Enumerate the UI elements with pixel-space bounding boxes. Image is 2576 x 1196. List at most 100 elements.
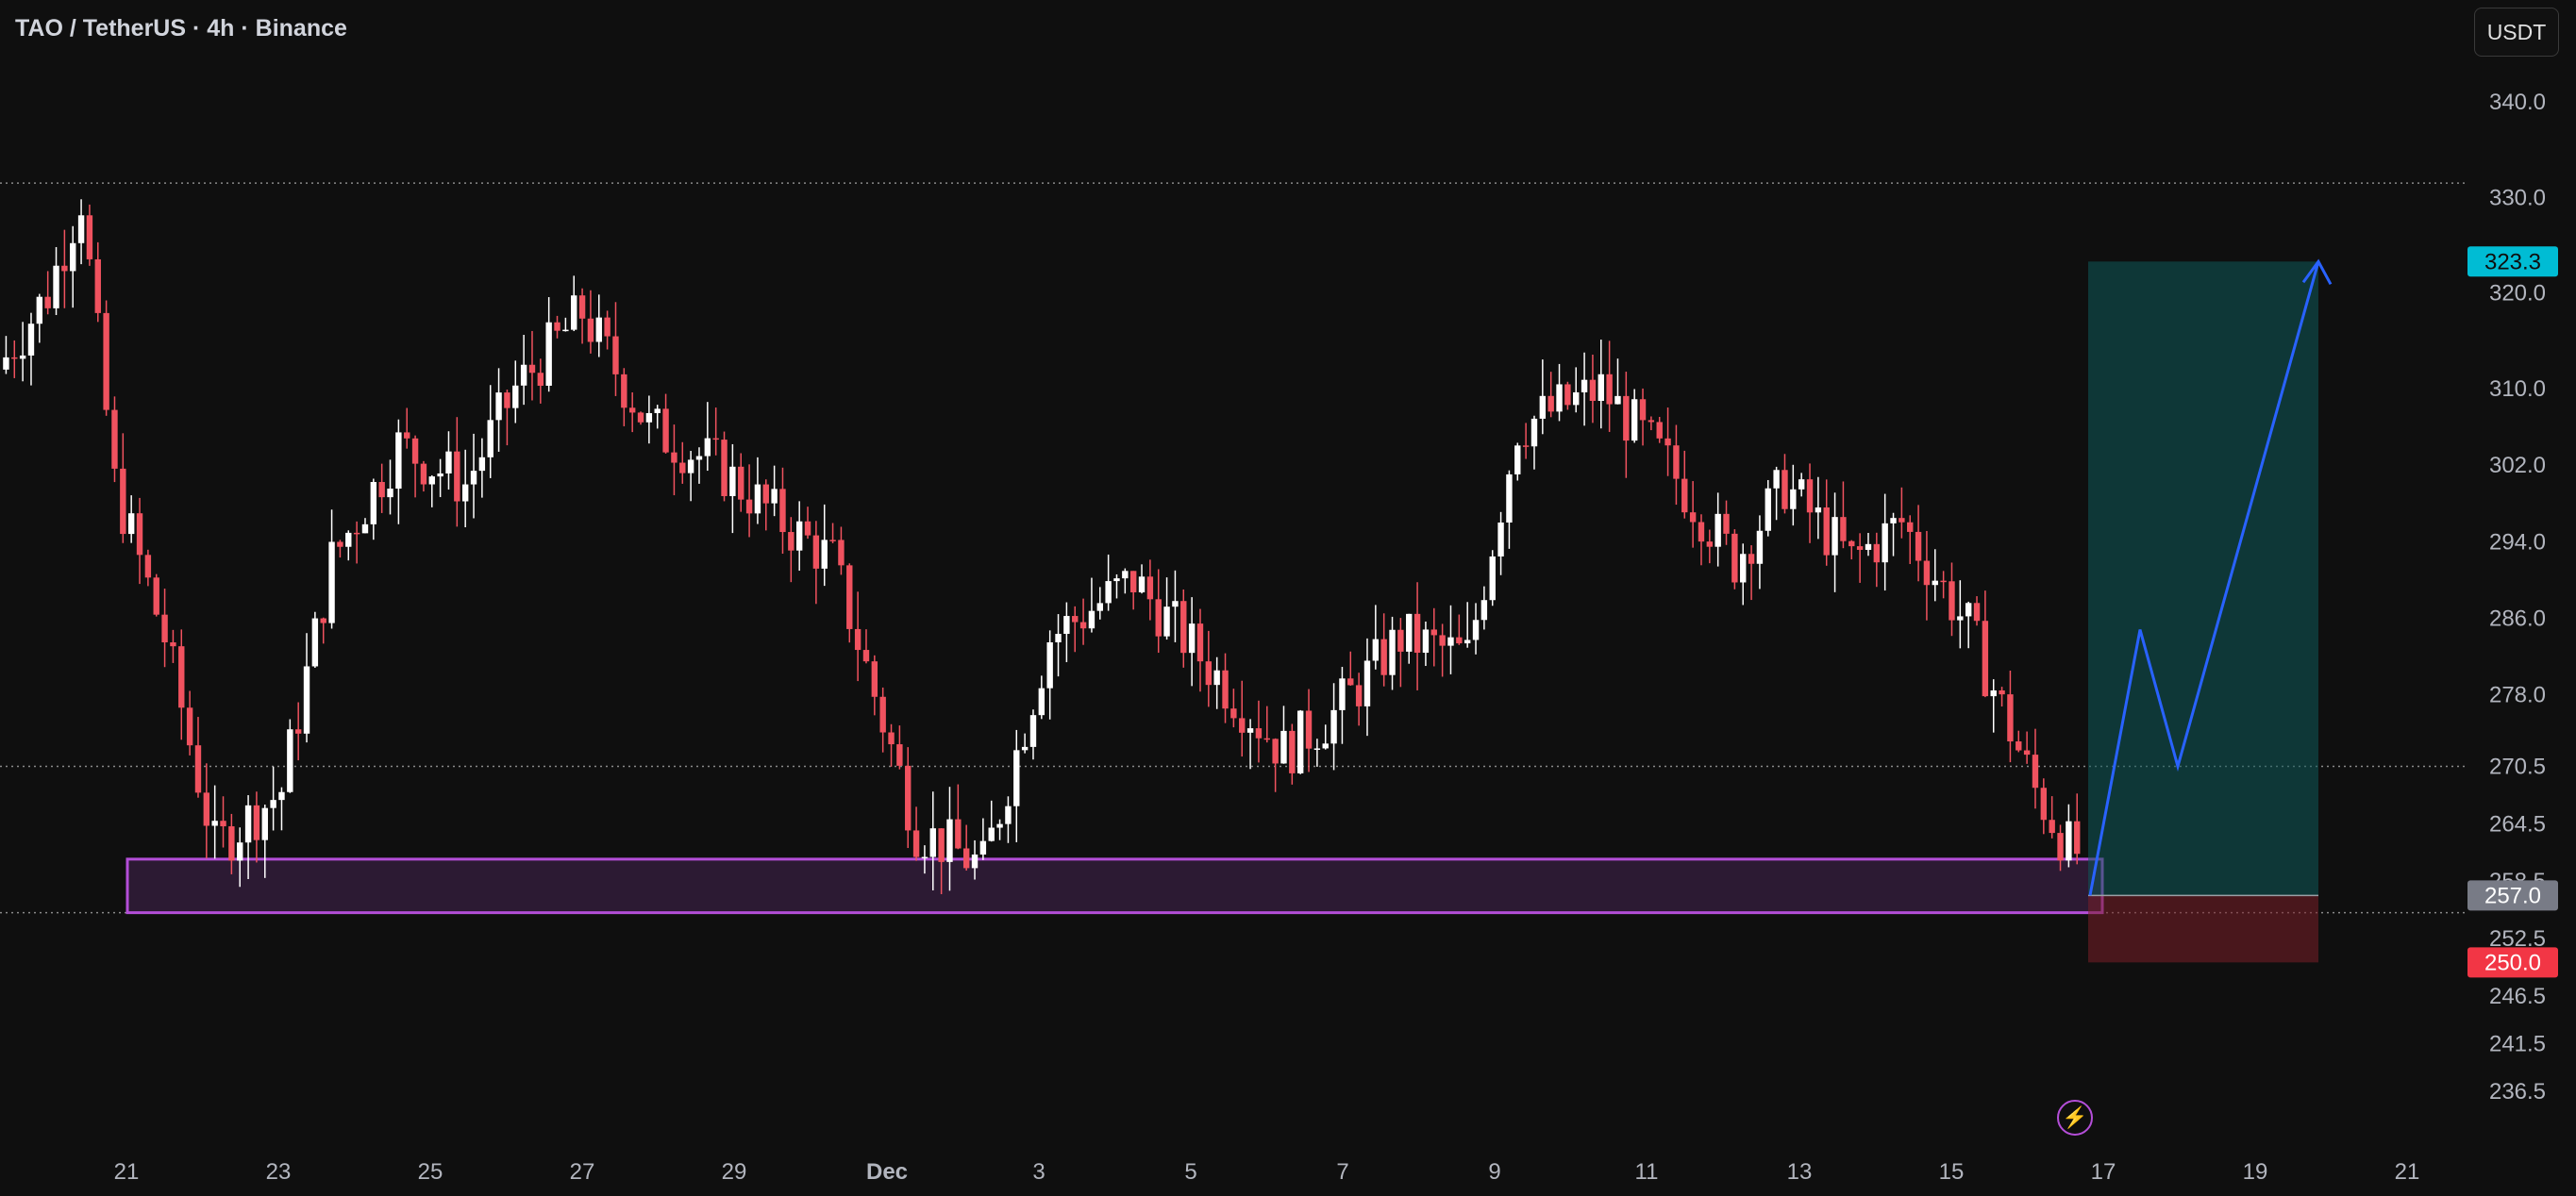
candle-body [1623,395,1630,441]
x-axis-tick-label: 11 [1635,1159,1659,1185]
candle-body [320,618,326,623]
candle-body [1313,748,1321,750]
candle-body [1172,601,1179,607]
candle-body [454,451,460,502]
candle-body [170,642,176,647]
candle-body [1656,422,1663,439]
candle-body [554,322,560,331]
candle-body [888,732,895,745]
candle-body [1397,629,1404,652]
candle-body [2040,788,2048,821]
candle-body [1347,678,1354,686]
candle-body [1380,639,1387,675]
candle-body [478,457,486,472]
y-axis-tick-label: 310.0 [2489,376,2546,402]
candle-body [679,462,686,473]
long-position-loss-zone [2088,895,2318,963]
candle-body [754,484,761,514]
candle-body [1832,517,1838,556]
candle-body [27,324,35,356]
candle-body [821,540,828,569]
candle-body [337,541,343,547]
candle-body [1296,710,1304,773]
candle-body [111,409,118,469]
candle-body [1222,670,1229,709]
candle-body [1255,728,1263,739]
candle-body [1907,522,1914,532]
candle-body [671,452,677,463]
candle-body [996,823,1003,828]
candle-body [1689,512,1697,523]
candle-body [11,357,18,359]
candle-body [3,357,9,370]
x-axis-tick-label: 5 [1184,1159,1196,1185]
candle-body [1873,543,1881,563]
candle-body [1472,620,1480,640]
candle-body [370,482,377,524]
candle-body [1631,399,1638,441]
candle-body [979,840,987,855]
candle-body [1072,616,1079,623]
currency-button[interactable]: USDT [2474,8,2559,57]
candle-body [178,646,185,708]
candle-body [537,373,544,386]
candle-body [2049,820,2055,834]
candle-body [804,521,811,536]
candle-body [1146,576,1154,600]
y-axis-tick-label: 246.5 [2489,984,2546,1009]
x-axis-tick-label: 27 [570,1159,595,1185]
candle-body [387,489,393,498]
x-axis-tick-label: 13 [1787,1159,1813,1185]
candle-body [879,696,886,733]
candle-body [1756,530,1764,564]
candle-body [1648,420,1655,423]
candle-body [621,374,627,408]
y-axis-tick-label: 286.0 [2489,606,2546,631]
candle-body [1740,554,1747,583]
candle-body [1940,580,1947,583]
symbol-title[interactable]: TAO / TetherUS · 4h · Binance [15,15,347,42]
candle-body [971,854,979,869]
candle-body [136,513,143,556]
candle-body [244,805,252,843]
candle-body [1581,379,1588,392]
candle-body [1531,418,1538,447]
candle-body [253,805,260,840]
candle-body [70,242,76,272]
candle-body [1363,660,1371,706]
candle-body [303,666,310,734]
candle-body [44,296,51,308]
candle-body [871,661,878,697]
y-axis-tick-label: 270.5 [2489,755,2546,780]
candle-body [1848,540,1855,547]
candle-body [1079,622,1087,629]
candle-body [1606,374,1613,405]
long-position-profit-zone [2088,261,2318,896]
candle-body [645,412,653,423]
y-axis-tick-label: 294.0 [2489,529,2546,555]
candle-body [604,317,611,337]
candle-body [1439,635,1446,646]
candle-body [2074,821,2081,855]
y-axis-tick-label: 302.0 [2489,453,2546,478]
projection-path [2088,260,2320,896]
candle-body [779,489,786,533]
candle-body [1180,601,1187,654]
candle-body [896,744,903,766]
lightning-icon[interactable]: ⚡ [2057,1100,2093,1136]
x-axis-tick-label: 29 [722,1159,747,1185]
candle-body [1413,613,1421,654]
candle-body [838,540,845,566]
y-axis-tick-label: 330.0 [2489,185,2546,210]
candle-body [1698,522,1705,542]
candle-body [1823,507,1830,556]
candle-body [203,792,210,826]
candle-body [1522,445,1530,447]
candle-body [1882,523,1888,563]
candle-body [654,408,661,413]
candle-body [1013,750,1020,806]
candle-body [1046,641,1053,689]
candle-body [562,329,569,332]
candle-body [1915,531,1922,561]
